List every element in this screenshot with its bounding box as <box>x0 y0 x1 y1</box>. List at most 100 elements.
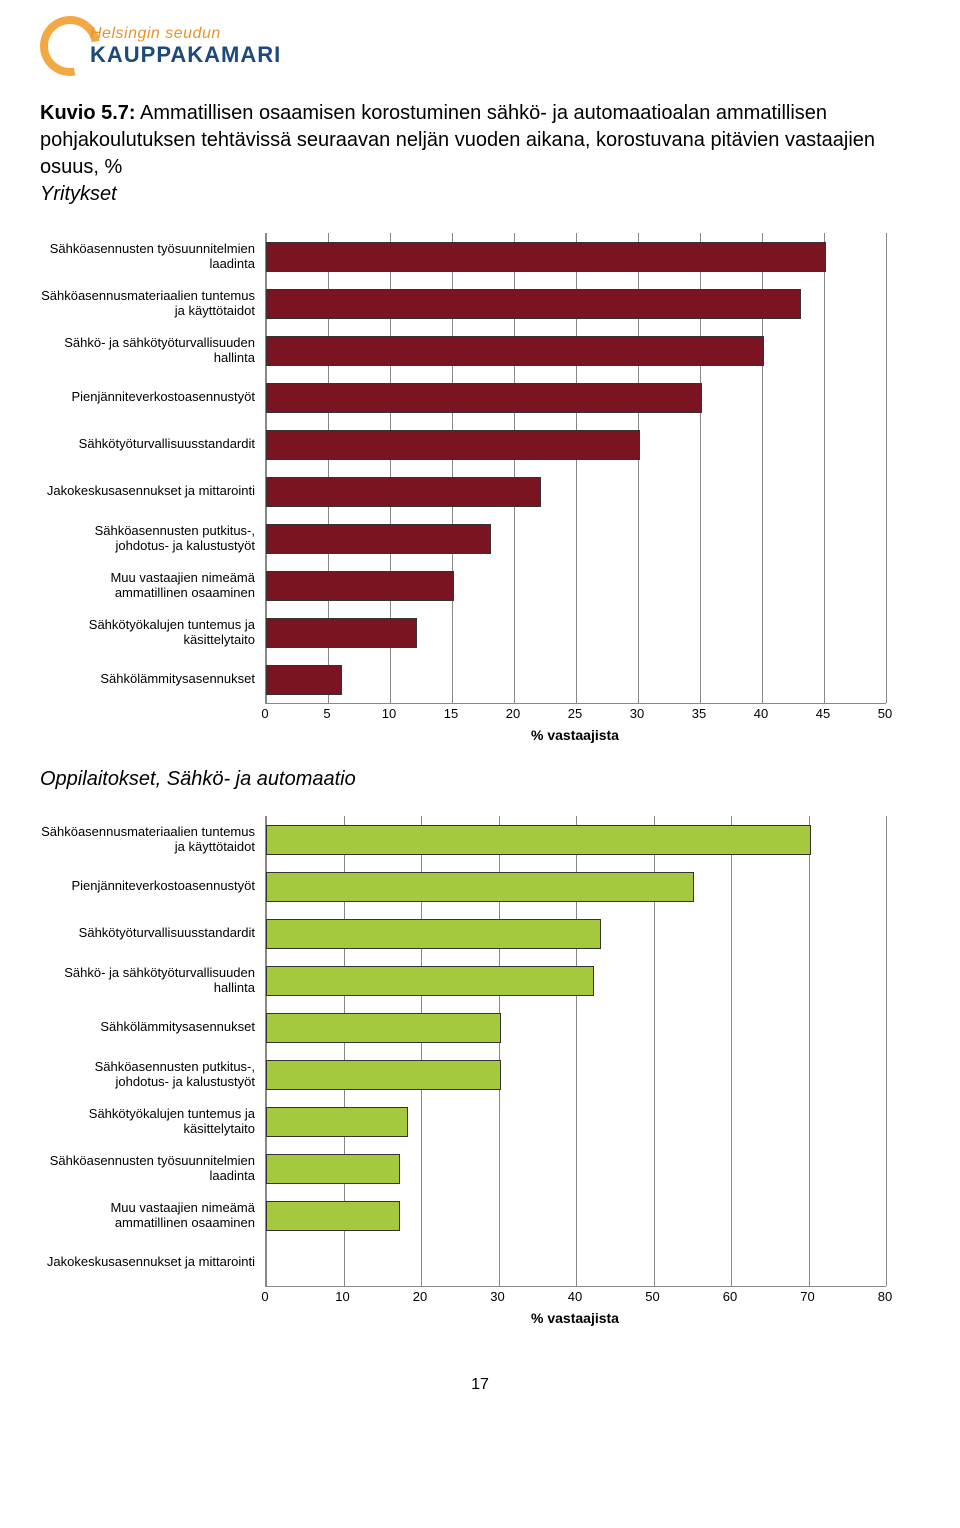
bar-row <box>266 468 886 515</box>
bar <box>266 336 764 366</box>
bar-row <box>266 280 886 327</box>
x-tick-label: 60 <box>723 1289 737 1304</box>
x-tick-label: 0 <box>261 706 268 721</box>
bar-row <box>266 233 886 280</box>
bar <box>266 477 541 507</box>
x-ticks: 01020304050607080 <box>265 1287 885 1305</box>
logo-line1: Helsingin seudun <box>90 26 281 42</box>
x-ticks: 05101520253035404550 <box>265 704 885 722</box>
category-label: Muu vastaajien nimeämä ammatillinen osaa… <box>40 562 265 609</box>
bar-row <box>266 910 886 957</box>
bar-row <box>266 421 886 468</box>
bar <box>266 1013 501 1043</box>
chart-body: Sähköasennusmateriaalien tuntemus ja käy… <box>40 816 920 1287</box>
x-tick-label: 15 <box>444 706 458 721</box>
figure-title: Kuvio 5.7: Ammatillisen osaamisen korost… <box>0 90 960 208</box>
x-tick-label: 20 <box>506 706 520 721</box>
category-label: Sähkö- ja sähkötyöturvallisuuden hallint… <box>40 327 265 374</box>
bar-row <box>266 863 886 910</box>
bar <box>266 1154 400 1184</box>
bar <box>266 571 454 601</box>
category-label: Sähkötyöturvallisuusstandardit <box>40 910 265 957</box>
axis-spacer <box>40 1305 265 1326</box>
category-label: Pienjänniteverkostoasennustyöt <box>40 374 265 421</box>
x-tick-label: 40 <box>568 1289 582 1304</box>
bar <box>266 1060 501 1090</box>
axis-title-row: % vastaajista <box>40 722 920 743</box>
bar <box>266 1201 400 1231</box>
category-label: Sähkötyökalujen tuntemus ja käsittelytai… <box>40 609 265 656</box>
chart: Sähköasennusmateriaalien tuntemus ja käy… <box>40 816 920 1326</box>
bar <box>266 1107 408 1137</box>
gridline <box>886 816 887 1286</box>
category-label: Muu vastaajien nimeämä ammatillinen osaa… <box>40 1192 265 1239</box>
bar-row <box>266 327 886 374</box>
header-logo: Helsingin seudun KAUPPAKAMARI <box>0 0 960 90</box>
x-tick-label: 80 <box>878 1289 892 1304</box>
chart-oppilaitokset: Sähköasennusmateriaalien tuntemus ja käy… <box>40 816 920 1326</box>
bar-row <box>266 562 886 609</box>
bar-row <box>266 1239 886 1286</box>
category-label: Sähkölämmitysasennukset <box>40 1004 265 1051</box>
x-tick-label: 10 <box>335 1289 349 1304</box>
figure-title-suffix: Yritykset <box>40 183 117 205</box>
logo-text: Helsingin seudun KAUPPAKAMARI <box>90 26 281 66</box>
gridline <box>886 233 887 703</box>
bar-row <box>266 515 886 562</box>
plot-area <box>265 233 886 704</box>
plot-area <box>265 816 886 1287</box>
category-labels: Sähköasennusmateriaalien tuntemus ja käy… <box>40 816 265 1287</box>
bar <box>266 825 811 855</box>
logo-line2: KAUPPAKAMARI <box>90 44 281 66</box>
x-tick-label: 0 <box>261 1289 268 1304</box>
bar-row <box>266 1051 886 1098</box>
category-label: Sähköasennusten putkitus-, johdotus- ja … <box>40 515 265 562</box>
x-tick-label: 30 <box>490 1289 504 1304</box>
x-axis: 05101520253035404550 <box>40 704 920 722</box>
chart2-heading: Oppilaitokset, Sähkö- ja automaatio <box>40 768 920 791</box>
category-label: Sähköasennusten putkitus-, johdotus- ja … <box>40 1051 265 1098</box>
category-label: Sähkö- ja sähkötyöturvallisuuden hallint… <box>40 957 265 1004</box>
category-label: Sähköasennusmateriaalien tuntemus ja käy… <box>40 280 265 327</box>
bar-row <box>266 1004 886 1051</box>
x-tick-label: 20 <box>413 1289 427 1304</box>
axis-spacer <box>40 704 265 722</box>
x-tick-label: 40 <box>754 706 768 721</box>
bar-row <box>266 957 886 1004</box>
bar <box>266 430 640 460</box>
x-tick-label: 45 <box>816 706 830 721</box>
bar <box>266 665 342 695</box>
category-labels: Sähköasennusten työsuunnitelmien laadint… <box>40 233 265 704</box>
category-label: Sähköasennusten työsuunnitelmien laadint… <box>40 1145 265 1192</box>
x-tick-label: 30 <box>630 706 644 721</box>
category-label: Sähkölämmitysasennukset <box>40 656 265 703</box>
bar-row <box>266 609 886 656</box>
logo: Helsingin seudun KAUPPAKAMARI <box>40 20 310 80</box>
x-tick-label: 50 <box>645 1289 659 1304</box>
category-label: Sähköasennusten työsuunnitelmien laadint… <box>40 233 265 280</box>
figure-title-main: Ammatillisen osaamisen korostuminen sähk… <box>40 102 875 178</box>
category-label: Sähkötyöturvallisuusstandardit <box>40 421 265 468</box>
bar-row <box>266 1098 886 1145</box>
x-axis-title: % vastaajista <box>265 727 885 743</box>
bar <box>266 872 694 902</box>
bar <box>266 242 826 272</box>
page: Helsingin seudun KAUPPAKAMARI Kuvio 5.7:… <box>0 0 960 1434</box>
bar <box>266 919 601 949</box>
chart: Sähköasennusten työsuunnitelmien laadint… <box>40 233 920 743</box>
chart-yritykset: Sähköasennusten työsuunnitelmien laadint… <box>40 233 920 743</box>
x-axis-title: % vastaajista <box>265 1310 885 1326</box>
bar-row <box>266 816 886 863</box>
bar <box>266 383 702 413</box>
category-label: Sähköasennusmateriaalien tuntemus ja käy… <box>40 816 265 863</box>
axis-spacer <box>40 722 265 743</box>
bar-row <box>266 374 886 421</box>
figure-title-prefix: Kuvio 5.7: <box>40 102 136 124</box>
x-tick-label: 10 <box>382 706 396 721</box>
bar <box>266 618 417 648</box>
category-label: Jakokeskusasennukset ja mittarointi <box>40 468 265 515</box>
category-label: Sähkötyökalujen tuntemus ja käsittelytai… <box>40 1098 265 1145</box>
bar-row <box>266 1192 886 1239</box>
page-number: 17 <box>0 1326 960 1394</box>
x-axis: 01020304050607080 <box>40 1287 920 1305</box>
